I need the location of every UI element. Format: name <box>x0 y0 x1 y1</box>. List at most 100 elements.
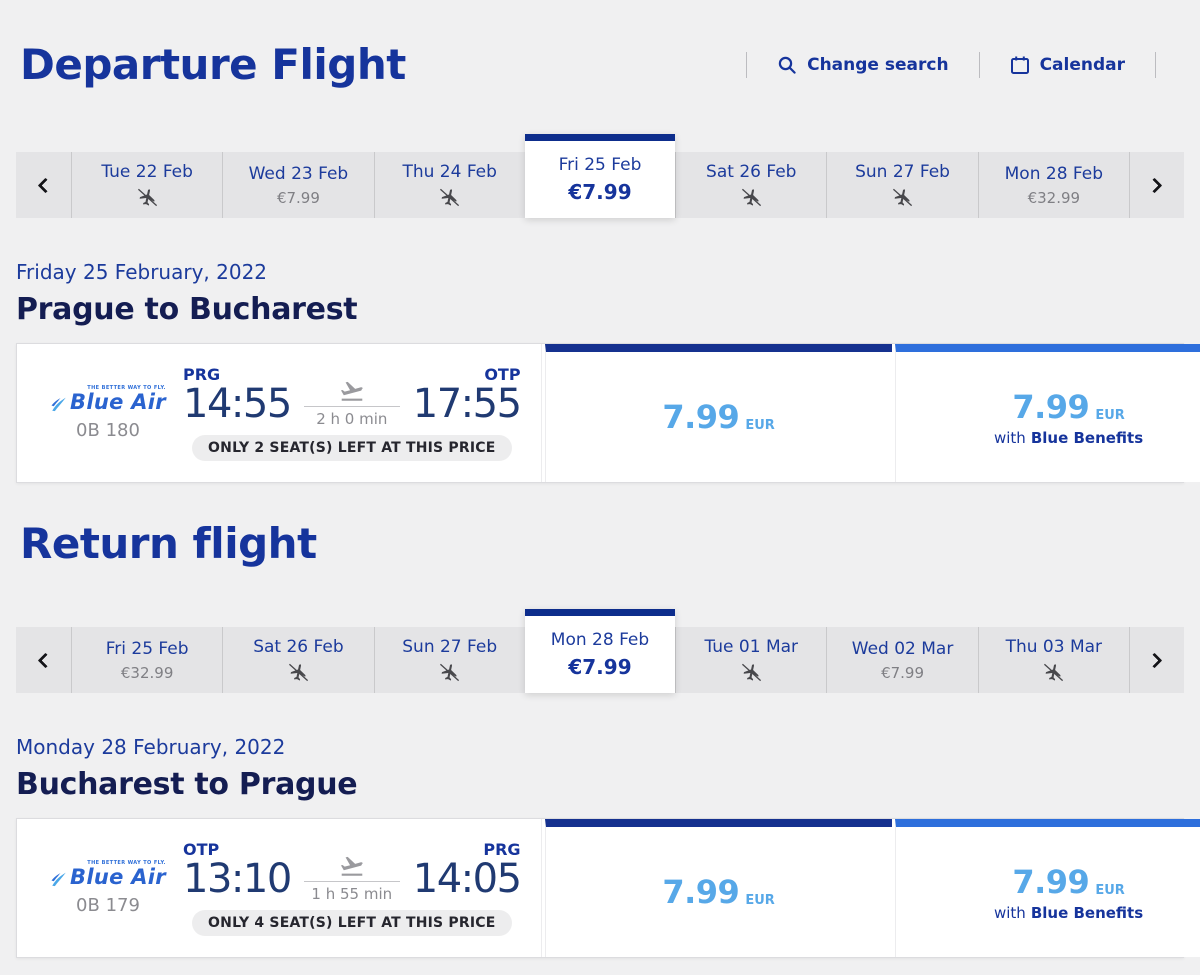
no-flight-icon <box>1043 662 1064 683</box>
departure-flight-card: THE BETTER WAY TO FLY. Blue Air 0B 180 P… <box>16 343 1200 483</box>
return-flight-card: THE BETTER WAY TO FLY. Blue Air 0B 179 O… <box>16 818 1200 958</box>
no-flight-icon <box>741 187 762 208</box>
chevron-left-icon <box>37 177 54 193</box>
search-icon <box>778 56 796 74</box>
departure-prev-dates-button[interactable] <box>16 152 71 218</box>
arrival-leg: OTP 17:55 <box>412 365 522 427</box>
divider <box>746 52 748 78</box>
no-flight-icon <box>741 662 762 683</box>
return-section: Return flight Fri 25 Feb €32.99 Sat 26 F… <box>0 483 1200 958</box>
change-search-button[interactable]: Change search <box>777 55 949 75</box>
departure-leg: OTP 13:10 <box>183 840 292 900</box>
return-tab-thu-03-mar[interactable]: Thu 03 Mar <box>977 627 1129 693</box>
return-tab-tue-01-mar[interactable]: Tue 01 Mar <box>675 627 827 693</box>
airline-block: THE BETTER WAY TO FLY. Blue Air 0B 180 <box>33 385 183 441</box>
divider <box>978 52 980 78</box>
duration-divider <box>303 881 400 882</box>
return-standard-fare-button[interactable]: 7.99 EUR <box>544 819 892 957</box>
standard-price: 7.99 <box>662 398 740 436</box>
blue-benefits-label: with Blue Benefits <box>993 428 1144 447</box>
departure-tab-wed-23-feb[interactable]: Wed 23 Feb €7.99 <box>222 152 374 218</box>
departure-next-dates-button[interactable] <box>1128 152 1184 218</box>
origin-code: PRG <box>183 365 221 384</box>
flight-number: 0B 179 <box>76 895 140 916</box>
departure-date-heading: Friday 25 February, 2022 <box>16 260 268 284</box>
flight-number: 0B 180 <box>76 420 140 441</box>
chevron-right-icon <box>1147 652 1163 668</box>
calendar-button[interactable]: Calendar <box>1010 55 1125 75</box>
arrival-time: 17:55 <box>412 381 522 427</box>
departure-route-heading: Prague to Bucharest <box>16 292 358 327</box>
blue-benefits-label: with Blue Benefits <box>993 903 1144 922</box>
arrival-time: 14:05 <box>412 856 522 902</box>
airline-name: Blue Air <box>70 390 166 414</box>
schedule: PRG 14:55 2 h 0 min OTP 17:55 ONLY 2 SEA… <box>183 365 541 461</box>
return-blue-benefits-fare-button[interactable]: 7.99 EUR with Blue Benefits <box>894 819 1200 957</box>
seats-left-badge: ONLY 4 SEAT(S) LEFT AT THIS PRICE <box>192 910 512 936</box>
chevron-left-icon <box>37 652 54 668</box>
divider <box>1155 52 1156 78</box>
departure-tab-thu-24-feb[interactable]: Thu 24 Feb <box>373 152 525 218</box>
no-flight-icon <box>439 662 460 683</box>
no-flight-icon <box>137 187 158 208</box>
return-route-heading: Bucharest to Prague <box>16 767 358 802</box>
arrival-leg: PRG 14:05 <box>412 840 522 902</box>
benefits-price: 7.99 <box>1012 862 1090 901</box>
departure-leg: PRG 14:55 <box>183 365 292 427</box>
airline-block: THE BETTER WAY TO FLY. Blue Air 0B 179 <box>33 860 183 916</box>
no-flight-icon <box>439 187 460 208</box>
return-tab-sun-27-feb[interactable]: Sun 27 Feb <box>373 627 525 693</box>
header-actions: Change search Calendar <box>716 52 1186 78</box>
departure-tab-sat-26-feb[interactable]: Sat 26 Feb <box>675 152 827 218</box>
return-next-dates-button[interactable] <box>1128 627 1184 693</box>
seats-left-badge: ONLY 2 SEAT(S) LEFT AT THIS PRICE <box>192 435 512 461</box>
standard-price: 7.99 <box>662 873 740 911</box>
no-flight-icon <box>892 187 913 208</box>
flight-duration: 2 h 0 min <box>316 410 388 428</box>
destination-code: OTP <box>484 365 521 384</box>
departure-header: Departure Flight Change search Calendar <box>0 0 1200 90</box>
return-tab-sat-26-feb[interactable]: Sat 26 Feb <box>222 627 374 693</box>
blue-air-logo: THE BETTER WAY TO FLY. Blue Air <box>50 860 166 888</box>
schedule: OTP 13:10 1 h 55 min PRG 14:05 ONLY 4 SE… <box>183 840 541 936</box>
return-flight-info: THE BETTER WAY TO FLY. Blue Air 0B 179 O… <box>17 819 542 957</box>
plane-takeoff-icon <box>340 381 363 401</box>
duration-block: 2 h 0 min <box>303 378 400 428</box>
standard-currency: EUR <box>745 418 775 433</box>
return-tab-mon-28-feb-selected[interactable]: Mon 28 Feb €7.99 <box>524 609 676 693</box>
departure-blue-benefits-fare-button[interactable]: 7.99 EUR with Blue Benefits <box>894 344 1200 482</box>
departure-tab-sun-27-feb[interactable]: Sun 27 Feb <box>826 152 978 218</box>
departure-section: Departure Flight Change search Calendar … <box>0 0 1200 483</box>
departure-tab-fri-25-feb-selected[interactable]: Fri 25 Feb €7.99 <box>524 134 676 218</box>
departure-standard-fare-button[interactable]: 7.99 EUR <box>544 344 892 482</box>
standard-currency: EUR <box>745 893 775 908</box>
change-search-label: Change search <box>807 55 949 75</box>
no-flight-icon <box>288 662 309 683</box>
airline-tagline: THE BETTER WAY TO FLY. <box>87 385 166 391</box>
departure-tab-mon-28-feb[interactable]: Mon 28 Feb €32.99 <box>977 152 1129 218</box>
return-date-heading: Monday 28 February, 2022 <box>16 735 286 759</box>
flight-duration: 1 h 55 min <box>311 885 393 903</box>
departure-date-carousel: Tue 22 Feb Wed 23 Feb €7.99 Thu 24 Feb F… <box>16 134 1184 218</box>
calendar-icon <box>1010 56 1029 74</box>
origin-code: OTP <box>183 840 220 859</box>
benefits-currency: EUR <box>1095 407 1125 423</box>
return-title: Return flight <box>20 519 317 568</box>
return-tab-fri-25-feb[interactable]: Fri 25 Feb €32.99 <box>71 627 223 693</box>
return-header: Return flight <box>0 483 1200 569</box>
return-prev-dates-button[interactable] <box>16 627 71 693</box>
departure-time: 14:55 <box>183 381 292 427</box>
duration-block: 1 h 55 min <box>303 853 400 903</box>
benefits-currency: EUR <box>1095 882 1125 898</box>
blue-air-logo: THE BETTER WAY TO FLY. Blue Air <box>50 385 166 413</box>
bird-icon <box>51 872 66 887</box>
benefits-price: 7.99 <box>1012 387 1090 426</box>
return-date-carousel: Fri 25 Feb €32.99 Sat 26 Feb Sun 27 Feb … <box>16 609 1184 693</box>
duration-divider <box>303 406 400 407</box>
bird-icon <box>51 397 66 412</box>
departure-flight-info: THE BETTER WAY TO FLY. Blue Air 0B 180 P… <box>17 344 542 482</box>
return-tab-wed-02-mar[interactable]: Wed 02 Mar €7.99 <box>826 627 978 693</box>
calendar-label: Calendar <box>1039 55 1125 75</box>
departure-tab-tue-22-feb[interactable]: Tue 22 Feb <box>71 152 223 218</box>
destination-code: PRG <box>483 840 521 859</box>
